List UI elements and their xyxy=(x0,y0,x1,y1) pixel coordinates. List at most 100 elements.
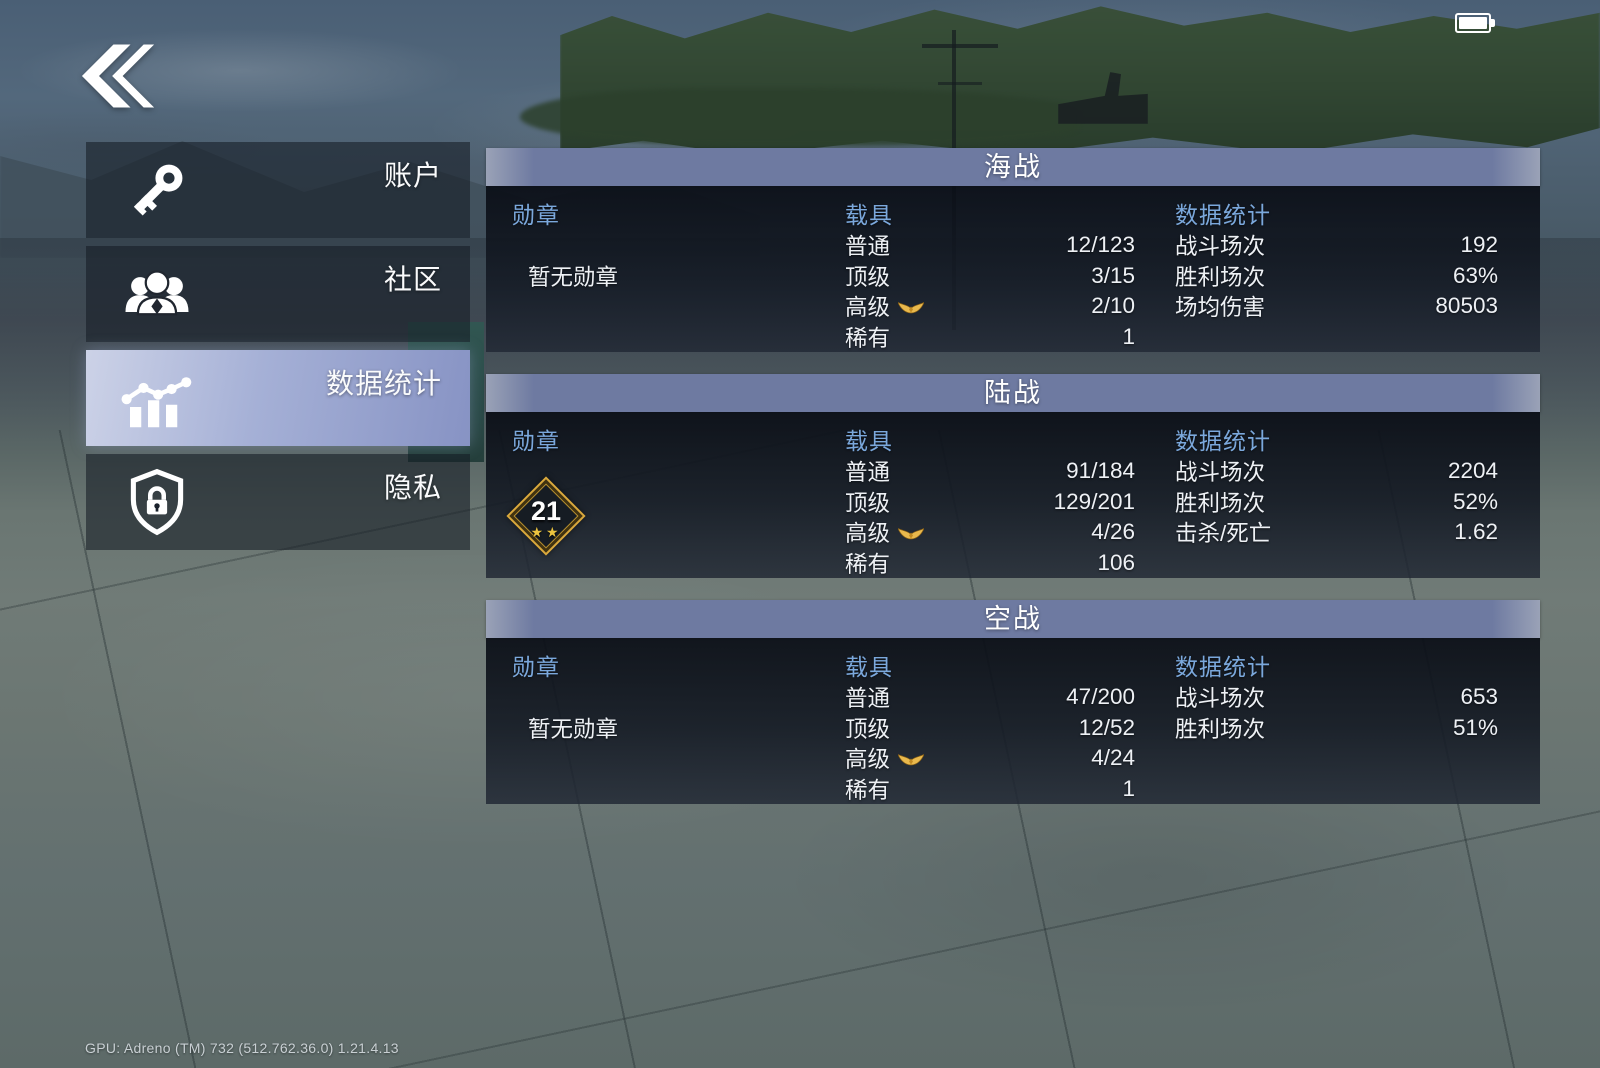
vehicle-label: 高级 xyxy=(845,295,891,321)
vehicle-row: 普通 91/184 xyxy=(845,456,1135,487)
column-header-medals: 勋章 xyxy=(512,202,560,228)
stat-label: 战斗场次 xyxy=(1175,460,1266,486)
vehicle-value: 1 xyxy=(1122,323,1135,349)
vehicle-row: 稀有 106 xyxy=(845,548,1135,579)
sidebar-item-privacy[interactable]: 隐私 xyxy=(86,454,470,550)
sidebar-item-account[interactable]: 账户 xyxy=(86,142,470,238)
settings-sidebar: 账户 社区 xyxy=(86,142,470,558)
stats-chart-icon xyxy=(118,359,196,437)
vehicle-row: 高级 4/24 xyxy=(845,743,1135,774)
stat-label: 场均伤害 xyxy=(1175,295,1266,321)
stat-label: 胜利场次 xyxy=(1175,264,1266,290)
stat-value: 80503 xyxy=(1435,293,1498,319)
vehicle-row: 高级 4/26 xyxy=(845,517,1135,548)
stat-value: 2204 xyxy=(1447,458,1498,484)
column-header-medals: 勋章 xyxy=(512,654,560,680)
stat-row: 战斗场次 2204 xyxy=(1175,456,1498,487)
panel-title: 空战 xyxy=(486,600,1540,638)
vehicle-label: 顶级 xyxy=(845,716,891,742)
sidebar-item-community[interactable]: 社区 xyxy=(86,246,470,342)
vehicle-row: 普通 12/123 xyxy=(845,230,1135,261)
vehicle-row: 稀有 1 xyxy=(845,774,1135,805)
vehicle-label: 稀有 xyxy=(845,551,891,577)
column-header-vehicles: 载具 xyxy=(845,428,893,454)
panel-body: 勋章 载具 数据统计 暂无勋章 普通 47/200 顶级 12/52 高级 xyxy=(486,638,1540,804)
stat-row: 胜利场次 52% xyxy=(1175,487,1498,518)
gpu-info-text: GPU: Adreno (TM) 732 (512.762.36.0) 1.21… xyxy=(85,1040,399,1056)
vehicle-label: 高级 xyxy=(845,747,891,773)
vehicle-value: 12/123 xyxy=(1066,232,1135,258)
column-header-medals: 勋章 xyxy=(512,428,560,454)
stat-value: 63% xyxy=(1452,262,1498,288)
panel-air-battle: 空战 勋章 载具 数据统计 暂无勋章 普通 47/200 顶级 12/52 xyxy=(486,600,1540,804)
panel-ground-battle: 陆战 勋章 载具 数据统计 21 ★★ 普通 91/184 顶级 129/201 xyxy=(486,374,1540,578)
shield-lock-icon xyxy=(118,463,196,541)
stat-row: 胜利场次 51% xyxy=(1175,713,1498,744)
stat-row: 战斗场次 653 xyxy=(1175,682,1498,713)
panel-body: 勋章 载具 数据统计 21 ★★ 普通 91/184 顶级 129/201 xyxy=(486,412,1540,578)
stat-rows: 战斗场次 192 胜利场次 63% 场均伤害 80503 xyxy=(1175,230,1498,322)
vehicle-row: 稀有 1 xyxy=(845,322,1135,353)
stat-value: 653 xyxy=(1460,684,1498,710)
vehicle-value: 3/15 xyxy=(1091,262,1135,288)
panel-naval-battle: 海战 勋章 载具 数据统计 暂无勋章 普通 12/123 顶级 3/15 xyxy=(486,148,1540,352)
vehicle-value: 4/24 xyxy=(1091,745,1135,771)
vehicle-value: 106 xyxy=(1097,549,1135,575)
stat-row: 战斗场次 192 xyxy=(1175,230,1498,261)
stat-label: 击杀/死亡 xyxy=(1175,521,1272,547)
panel-body: 勋章 载具 数据统计 暂无勋章 普通 12/123 顶级 3/15 高级 xyxy=(486,186,1540,352)
vehicle-label: 顶级 xyxy=(845,264,891,290)
vehicle-rows: 普通 12/123 顶级 3/15 高级 xyxy=(845,230,1135,352)
back-button[interactable] xyxy=(78,44,162,108)
battery-icon xyxy=(1455,13,1495,33)
stat-row: 场均伤害 80503 xyxy=(1175,291,1498,322)
vehicle-label: 普通 xyxy=(845,460,891,486)
forest-treeline-low xyxy=(520,88,1080,146)
sidebar-item-label: 社区 xyxy=(383,264,442,295)
stat-row: 击杀/死亡 1.62 xyxy=(1175,517,1498,548)
stat-label: 战斗场次 xyxy=(1175,686,1266,712)
vehicle-value: 1 xyxy=(1122,775,1135,801)
column-header-vehicles: 载具 xyxy=(845,654,893,680)
vehicle-label: 普通 xyxy=(845,234,891,260)
sidebar-item-statistics[interactable]: 数据统计 xyxy=(86,350,470,446)
stat-label: 战斗场次 xyxy=(1175,234,1266,260)
stat-value: 192 xyxy=(1460,232,1498,258)
gold-wings-icon xyxy=(898,754,925,766)
gold-wings-icon xyxy=(898,528,925,540)
vehicle-value: 91/184 xyxy=(1066,458,1135,484)
column-header-stats: 数据统计 xyxy=(1175,202,1271,228)
medal-empty-text: 暂无勋章 xyxy=(528,716,619,742)
stat-value: 1.62 xyxy=(1454,519,1498,545)
gold-wings-icon xyxy=(898,302,925,314)
panel-title: 海战 xyxy=(486,148,1540,186)
vehicle-row: 顶级 129/201 xyxy=(845,487,1135,518)
vehicle-value: 47/200 xyxy=(1066,684,1135,710)
vehicle-value: 12/52 xyxy=(1078,714,1135,740)
statistics-panels: 海战 勋章 载具 数据统计 暂无勋章 普通 12/123 顶级 3/15 xyxy=(486,148,1540,826)
vehicle-label: 高级 xyxy=(845,521,891,547)
panel-title: 陆战 xyxy=(486,374,1540,412)
medal-level: 21 xyxy=(530,495,562,526)
stat-value: 52% xyxy=(1452,488,1498,514)
vehicle-value: 129/201 xyxy=(1053,488,1135,514)
column-header-stats: 数据统计 xyxy=(1175,654,1271,680)
community-icon xyxy=(118,255,196,333)
vehicle-label: 普通 xyxy=(845,686,891,712)
stat-value: 51% xyxy=(1452,714,1498,740)
vehicle-rows: 普通 47/200 顶级 12/52 高级 xyxy=(845,682,1135,804)
stat-row: 胜利场次 63% xyxy=(1175,261,1498,292)
vehicle-row: 顶级 3/15 xyxy=(845,261,1135,292)
vehicle-rows: 普通 91/184 顶级 129/201 高级 xyxy=(845,456,1135,578)
sidebar-item-label: 账户 xyxy=(383,160,442,191)
stat-label: 胜利场次 xyxy=(1175,490,1266,516)
stat-rows: 战斗场次 2204 胜利场次 52% 击杀/死亡 1.62 xyxy=(1175,456,1498,548)
vehicle-value: 2/10 xyxy=(1091,293,1135,319)
column-header-stats: 数据统计 xyxy=(1175,428,1271,454)
sidebar-item-label: 隐私 xyxy=(383,472,442,503)
stat-label: 胜利场次 xyxy=(1175,716,1266,742)
double-chevron-left-icon xyxy=(81,44,155,108)
column-header-vehicles: 载具 xyxy=(845,202,893,228)
vehicle-label: 稀有 xyxy=(845,325,891,351)
key-icon xyxy=(118,151,196,229)
